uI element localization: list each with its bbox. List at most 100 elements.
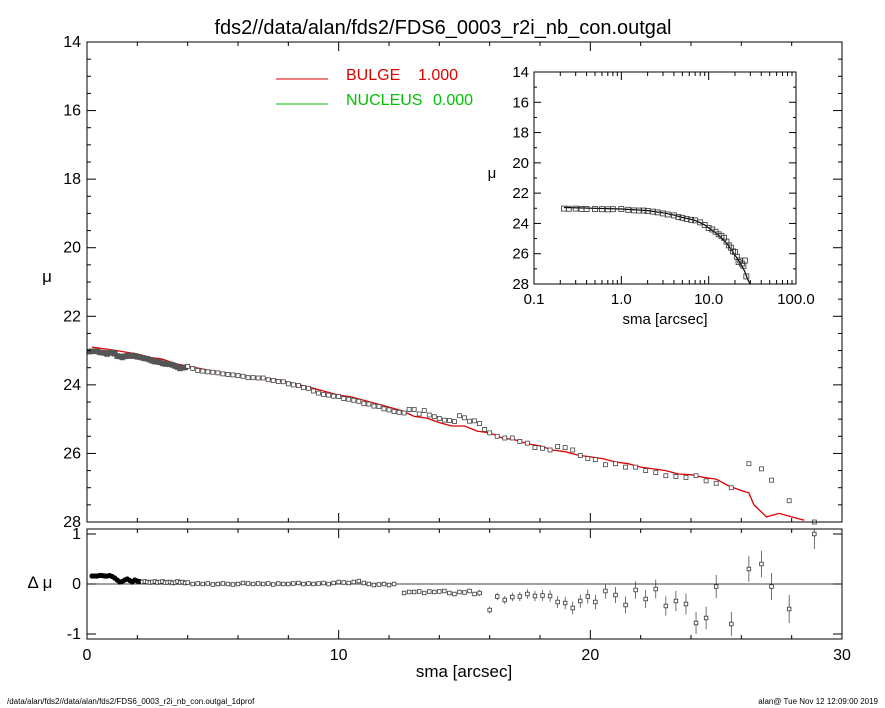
- inset-observed-point: [743, 273, 750, 280]
- observed-point: [255, 375, 261, 381]
- inset-x-axis-label: sma [arcsec]: [622, 311, 707, 328]
- residual-point: [432, 589, 437, 595]
- observed-point: [411, 407, 417, 412]
- residual-point: [220, 581, 226, 586]
- main-y-tick-label: 20: [63, 240, 81, 257]
- residual-point: [452, 591, 457, 597]
- residual-ticks: 10-10 10 20 30: [67, 526, 851, 664]
- residual-point: [361, 580, 367, 586]
- residual-points: [89, 529, 817, 637]
- residual-point: [532, 593, 538, 599]
- observed-point: [371, 403, 377, 409]
- observed-point: [457, 413, 462, 419]
- main-y-tick-label: 28: [63, 514, 81, 531]
- observed-point: [570, 447, 576, 453]
- inset-observed-point: [654, 209, 661, 216]
- observed-point: [306, 385, 311, 391]
- residual-point: [442, 588, 447, 594]
- bulge-model-polyline: [91, 346, 805, 521]
- observed-point: [477, 421, 483, 427]
- residual-point: [411, 589, 417, 595]
- residual-point: [255, 581, 261, 586]
- residual-point: [467, 588, 472, 594]
- inset-observed-point: [688, 216, 695, 223]
- main-y-tick-label: 18: [63, 171, 81, 188]
- residual-point: [547, 593, 553, 599]
- residual-point: [623, 602, 628, 608]
- observed-point: [633, 464, 639, 470]
- observed-point: [220, 371, 226, 377]
- observed-point: [693, 473, 699, 479]
- residual-point: [447, 590, 452, 596]
- observed-point: [275, 379, 281, 384]
- footer-user-timestamp: alan@ Tue Nov 12 12:09:00 2019: [758, 697, 878, 706]
- residual-point: [555, 599, 560, 605]
- observed-point: [441, 417, 447, 423]
- residual-point: [502, 597, 507, 603]
- observed-point: [663, 473, 669, 479]
- residual-point: [603, 588, 608, 594]
- inset-background: [534, 72, 796, 284]
- residual-point: [265, 581, 271, 586]
- observed-point: [366, 401, 372, 407]
- inset-observed-points: [561, 205, 750, 280]
- observed-point: [215, 370, 221, 376]
- observed-point: [452, 419, 457, 424]
- observed-point: [195, 368, 201, 373]
- main-y-axis-label: μ: [42, 267, 52, 286]
- observed-point: [431, 414, 437, 420]
- observed-point: [356, 398, 362, 404]
- residual-point: [381, 581, 387, 587]
- observed-point: [250, 375, 256, 381]
- observed-point: [210, 369, 216, 375]
- observed-point: [386, 407, 392, 413]
- inset-observed-point: [728, 244, 734, 251]
- observed-point: [713, 480, 719, 486]
- observed-point: [426, 412, 432, 418]
- residual-point: [240, 580, 246, 586]
- residual-point: [462, 590, 467, 595]
- chart-title: fds2//data/alan/fds2/FDS6_0003_r2i_nb_co…: [214, 17, 671, 39]
- residual-point: [427, 589, 432, 594]
- observed-point: [270, 377, 276, 383]
- residual-point: [371, 582, 377, 588]
- residual-point: [210, 582, 216, 587]
- residual-point: [517, 594, 523, 599]
- residual-point: [495, 594, 500, 599]
- residual-point: [346, 580, 351, 586]
- observed-point: [421, 408, 427, 413]
- residual-point: [703, 615, 709, 621]
- residual-point: [613, 592, 618, 598]
- residual-point: [713, 584, 719, 589]
- x-tick-label: 20: [581, 647, 599, 664]
- observed-points: [86, 348, 817, 525]
- observed-point: [240, 373, 246, 379]
- observed-point: [185, 363, 191, 369]
- inset-y-tick-label: 20: [512, 155, 529, 172]
- residual-point: [472, 591, 477, 597]
- residual-point: [786, 606, 792, 612]
- residual-point: [593, 599, 598, 605]
- residual-point: [525, 591, 530, 597]
- observed-point: [562, 445, 568, 451]
- residual-point: [356, 578, 361, 584]
- residual-point: [510, 594, 515, 600]
- residual-panel: 10-10 10 20 30 Δ μ sma [arcsec]: [28, 526, 851, 681]
- observed-point: [509, 435, 515, 441]
- residual-point: [230, 582, 236, 587]
- residual-point: [663, 603, 669, 609]
- residual-point: [190, 581, 195, 587]
- inset-y-axis-label: μ: [488, 165, 497, 182]
- observed-point: [462, 415, 467, 421]
- x-tick-label: 0: [83, 647, 92, 664]
- residual-point: [321, 580, 326, 586]
- observed-point: [532, 445, 538, 451]
- residual-point: [437, 589, 442, 594]
- residual-y-tick-label: 1: [72, 526, 81, 543]
- main-y-tick-label: 26: [63, 445, 81, 462]
- residual-point: [326, 581, 331, 587]
- observed-point: [331, 393, 337, 399]
- residual-point: [759, 561, 764, 567]
- observed-point: [190, 365, 196, 371]
